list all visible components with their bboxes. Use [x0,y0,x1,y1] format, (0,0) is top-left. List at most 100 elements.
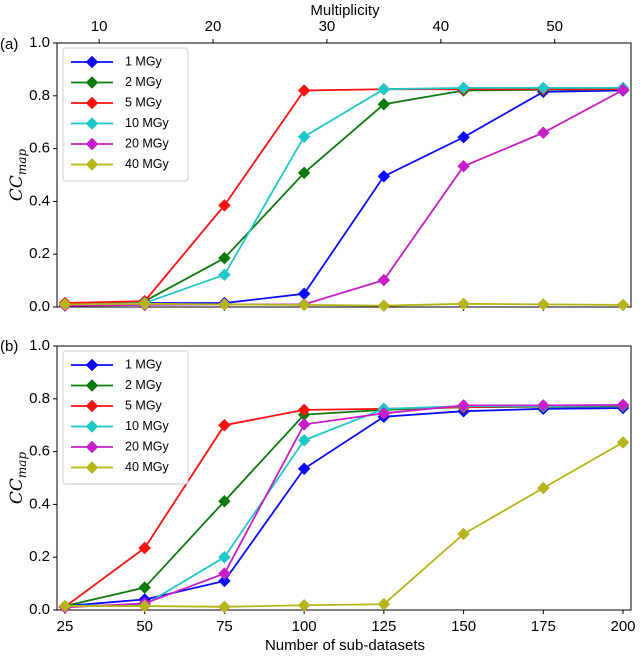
series-line [64,441,624,608]
panel-b-ytick-label: 0.2 [29,548,50,565]
panel-a-top-xtick-label: 30 [319,18,336,35]
data-point-marker [297,84,311,97]
data-point-marker [218,298,231,311]
series-line [64,88,624,304]
panel-b-frame [56,345,632,611]
panel-a-frame [56,42,632,308]
data-point-marker [218,418,231,432]
data-point-marker [218,574,231,588]
panel-b-xtick-label: 75 [216,618,233,635]
panel-b-xtick-label: 175 [531,618,556,635]
data-point-marker [616,83,630,97]
legend-marker [85,358,99,372]
legend-marker [85,379,99,392]
legend-marker [85,158,99,171]
data-point-marker [297,462,311,476]
y-axis-label-subscript: map [15,149,29,176]
legend-entry-label: 20 MGy [125,136,170,150]
data-point-marker [138,581,152,594]
data-point-marker [297,403,311,417]
panel-b-series-40-mgy [58,436,630,614]
panel-a-label: (a) [0,36,18,53]
data-point-marker [457,159,470,173]
data-point-marker [457,297,470,311]
panel-a-top-xtick-label: 20 [205,18,222,35]
legend-entry-label: 10 MGy [125,116,170,130]
legend-marker [85,76,99,89]
data-point-marker [536,81,550,95]
legend-entry-label: 10 MGy [125,419,170,433]
legend-entry-label: 2 MGy [125,378,163,392]
data-point-marker [297,298,311,312]
data-point-marker [377,597,391,611]
panel-b-xtick-label: 125 [371,618,396,635]
legend-marker [85,96,99,110]
data-point-marker [616,398,630,412]
legend-entry-label: 5 MGy [125,95,163,109]
data-point-marker [138,599,152,613]
legend-marker [85,399,99,413]
data-point-marker [297,130,311,144]
legend-entry-label: 20 MGy [125,439,170,453]
legend-marker [85,440,99,454]
panel-a-ytick-label: 0.0 [29,298,50,315]
data-point-marker [377,97,391,111]
data-point-marker [377,406,391,420]
panel-b-xtick-label: 200 [611,618,636,635]
panel-a-top-xtick-label: 10 [91,18,108,35]
bottom-x-axis-label: Number of sub-datasets [265,637,425,654]
data-point-marker [616,298,630,312]
data-point-marker [457,81,470,95]
panel-a-ytick-label: 0.2 [29,245,50,262]
data-point-marker [218,251,231,265]
panel-a-series-40-mgy [58,297,630,313]
legend-entry-label: 1 MGy [125,357,163,371]
panel-b: 0.0 0.2 0.4 0.6 0.8 1.0 CCmap 25 50 75 100 125 150 17… [7,337,636,635]
panel-a-top-xtick-label: 50 [546,18,563,35]
panel-b-ytick-label: 0.4 [29,495,50,512]
legend-marker [85,137,99,151]
legend-entry-label: 1 MGy [125,54,163,68]
data-point-marker [297,598,311,612]
panel-a-ytick-label: 0.4 [29,192,50,209]
legend-entry-label: 40 MGy [125,157,170,171]
data-point-marker [138,541,152,555]
panel-a-ytick-label: 0.8 [29,87,50,104]
y-axis-label-subscript: map [15,452,29,479]
panel-b-label: (b) [0,338,18,355]
panel-b-ytick-label: 0.6 [29,443,50,460]
data-point-marker [218,600,231,614]
series-line [64,403,624,609]
data-point-marker [218,494,231,508]
panel-b-xtick-label: 25 [57,618,74,635]
data-point-marker [457,399,470,412]
data-point-marker [536,126,550,140]
legend-entry-label: 2 MGy [125,75,163,89]
data-point-marker [297,418,311,431]
legend-marker [85,461,99,474]
legend-entry-label: 5 MGy [125,398,163,412]
panel-a-y-axis-label: CCmap [7,149,29,202]
legend-marker [85,55,99,69]
data-point-marker [377,273,391,287]
data-point-marker [218,199,231,212]
data-point-marker [138,297,152,311]
panel-b-ytick-label: 0.8 [29,390,50,407]
legend-entry-label: 40 MGy [125,460,170,474]
y-axis-label-main: CC [7,175,27,201]
data-point-marker [58,298,72,311]
data-point-marker [457,130,470,144]
panel-a: 0.0 0.2 0.4 0.6 0.8 1.0 CCmap 10 20 30 40 50 1 MGy 2 … [7,18,632,315]
data-point-marker [218,567,231,580]
legend-marker [85,117,99,130]
data-point-marker [457,527,470,541]
data-point-marker [536,481,550,495]
data-point-marker [297,433,311,447]
data-point-marker [377,82,391,96]
data-point-marker [536,399,550,412]
data-point-marker [218,268,231,282]
panel-a-ytick-label: 0.6 [29,140,50,157]
data-point-marker [58,599,72,613]
panel-b-xtick-label: 50 [136,618,153,635]
